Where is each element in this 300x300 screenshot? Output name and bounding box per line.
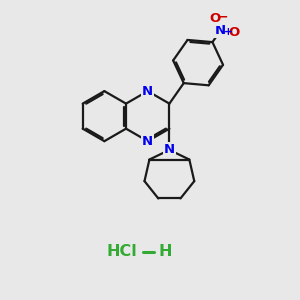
Text: −: − xyxy=(218,10,228,23)
Text: N: N xyxy=(142,85,153,98)
Text: N: N xyxy=(142,135,153,148)
Text: O: O xyxy=(228,26,240,38)
Text: N: N xyxy=(164,143,175,156)
Text: O: O xyxy=(209,12,220,25)
Text: HCl: HCl xyxy=(106,244,137,259)
Text: +: + xyxy=(224,27,233,37)
Text: N: N xyxy=(215,24,226,37)
Text: H: H xyxy=(159,244,172,259)
